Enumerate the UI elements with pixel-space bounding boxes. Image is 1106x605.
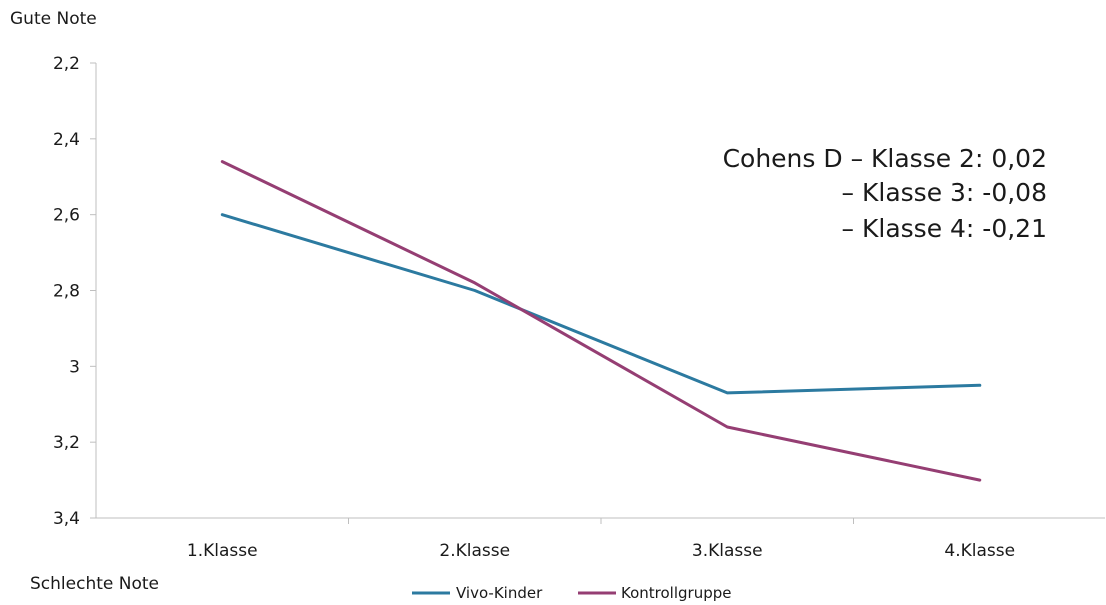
y-axis-top-label: Gute Note [10,9,97,29]
x-tick-label: 4.Klasse [944,541,1015,561]
y-tick-label: 3 [69,357,80,377]
series-line-kontrollgruppe [220,160,982,482]
x-tick-label: 1.Klasse [187,541,258,561]
annotation-line-1: Cohens D – Klasse 2: 0,02 [723,144,1047,173]
x-tick-label: 3.Klasse [692,541,763,561]
y-axis-ticks: 2,2 2,4 2,6 2,8 3 3,2 3,4 [53,54,96,529]
legend-label-vivo-kinder: Vivo-Kinder [456,584,543,602]
legend-label-kontrollgruppe: Kontrollgruppe [621,584,731,602]
series-line-vivo-kinder [220,213,982,395]
series-lines [220,160,982,482]
x-axis-ticks: 1.Klasse 2.Klasse 3.Klasse 4.Klasse [187,518,1015,561]
y-tick-label: 3,2 [53,433,80,453]
y-tick-label: 2,8 [53,282,80,302]
x-tick-label: 2.Klasse [439,541,510,561]
cohens-d-annotation: Cohens D – Klasse 2: 0,02 – Klasse 3: -0… [723,144,1047,243]
annotation-line-3: – Klasse 4: -0,21 [842,214,1047,243]
legend: Vivo-Kinder Kontrollgruppe [412,584,731,602]
y-tick-label: 3,4 [53,509,80,529]
y-axis-bottom-label: Schlechte Note [30,574,159,594]
y-tick-label: 2,2 [53,54,80,74]
annotation-line-2: – Klasse 3: -0,08 [842,178,1047,207]
y-tick-label: 2,6 [53,206,80,226]
y-tick-label: 2,4 [53,130,80,150]
